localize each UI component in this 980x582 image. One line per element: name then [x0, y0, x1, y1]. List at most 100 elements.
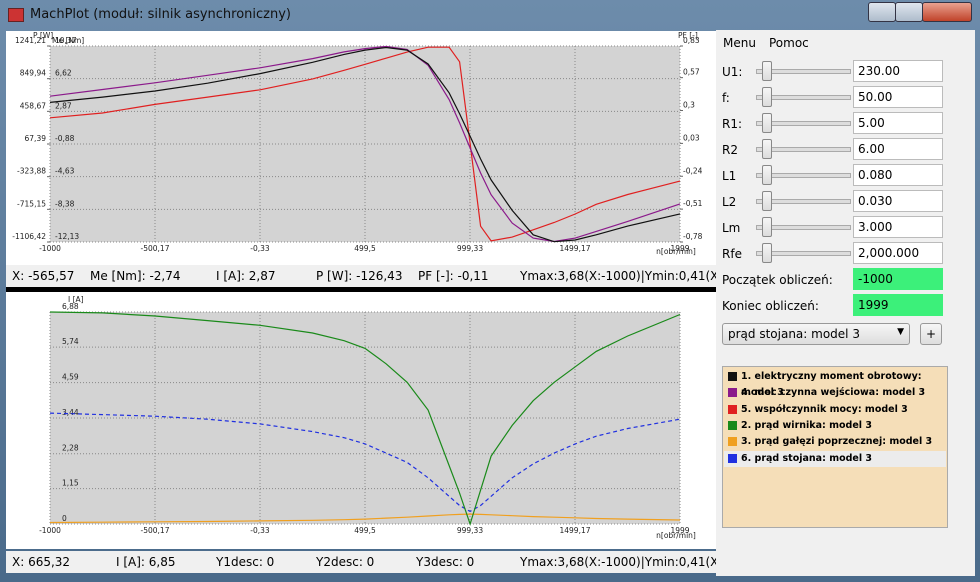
- slider-thumb[interactable]: [762, 61, 772, 81]
- param-input[interactable]: 0.080: [853, 164, 943, 186]
- slider-thumb[interactable]: [762, 113, 772, 133]
- series-line: [49, 513, 681, 524]
- legend-swatch: [728, 404, 737, 414]
- minimize-button[interactable]: [868, 2, 896, 22]
- y-tick-label: -0,24: [683, 166, 703, 175]
- status-text: X: -565,57: [12, 269, 75, 283]
- x-tick-label: -1000: [39, 526, 61, 535]
- y-tick-label: -12,13: [55, 232, 79, 241]
- legend-label: 3. prąd gałęzi poprzecznej: model 3: [741, 436, 933, 448]
- param-label: L2: [722, 195, 737, 209]
- status-text: Y1desc: 0: [216, 555, 275, 569]
- series-line: [49, 311, 681, 526]
- param-input[interactable]: 50.00: [853, 86, 943, 108]
- menu-item[interactable]: Pomoc: [769, 36, 809, 50]
- param-input[interactable]: 6.00: [853, 138, 943, 160]
- param-input[interactable]: 5.00: [853, 112, 943, 134]
- slider-track: [756, 147, 851, 152]
- slider-track: [756, 95, 851, 100]
- x-tick-label: 999,33: [457, 244, 483, 253]
- param-input[interactable]: 2,000.000: [853, 242, 943, 264]
- legend-item[interactable]: 4. moc czynna wejściowa: model 3: [724, 385, 946, 401]
- slider-track: [756, 121, 851, 126]
- menu-item[interactable]: Menu: [723, 36, 756, 50]
- y-tick-label: 67,39: [25, 134, 47, 143]
- status-text: Y3desc: 0: [416, 555, 475, 569]
- series-line: [49, 45, 681, 243]
- slider-thumb[interactable]: [762, 87, 772, 107]
- status-text: Ymax:3,68(X:-1000)|Ymin:0,41(X:1016: [520, 555, 716, 569]
- y-tick-label: 2,87: [55, 101, 72, 110]
- close-button[interactable]: [922, 2, 972, 22]
- slider-thumb[interactable]: [762, 139, 772, 159]
- legend-swatch: [728, 388, 737, 398]
- y-tick-label: 849,94: [20, 69, 46, 78]
- y-tick-label: 0,3: [683, 101, 695, 110]
- legend-item[interactable]: 6. prąd stojana: model 3: [724, 450, 946, 467]
- slider-thumb[interactable]: [762, 217, 772, 237]
- y-tick-label: -4,63: [55, 167, 75, 176]
- legend-item[interactable]: 5. współczynnik mocy: model 3: [724, 402, 946, 418]
- y-tick-label: 0,03: [683, 133, 700, 142]
- param-label: U1:: [722, 65, 743, 79]
- y-tick-label: -323,88: [17, 167, 46, 176]
- start-input[interactable]: -1000: [853, 268, 943, 290]
- control-panel: Menu Pomoc U1: 230.00 f: 50.00 R1: 5.00 R2 6.00…: [716, 30, 975, 576]
- x-tick-label: -0,33: [250, 526, 270, 535]
- y-tick-label: 1241,21: [15, 36, 46, 45]
- x-tick-label: -1000: [39, 244, 61, 253]
- y-axis-title: P [W]: [33, 31, 53, 40]
- y-tick-label: 458,67: [20, 101, 46, 110]
- add-button[interactable]: +: [920, 323, 942, 345]
- status-text: Ymax:3,68(X:-1000)|Ymin:0,41(X:1016: [520, 269, 716, 283]
- legend-item[interactable]: 3. prąd gałęzi poprzecznej: model 3: [724, 434, 946, 450]
- legend-item[interactable]: 1. elektryczny moment obrotowy: model 3: [724, 369, 946, 398]
- y-tick-label: 1,15: [62, 479, 79, 488]
- y-tick-label: -0,78: [683, 232, 703, 241]
- x-tick-label: -0,33: [250, 244, 270, 253]
- series-line: [49, 46, 681, 242]
- charts: -1000 -500,17 -0,33 499,5 999,33 1499,17 1999n…: [6, 31, 716, 549]
- status-bar: X: -565,57 Me [Nm]: -2,74 I [A]: 2,87 P [W]…: [6, 265, 716, 287]
- slider-thumb[interactable]: [762, 191, 772, 211]
- x-tick-label: 999,33: [457, 526, 483, 535]
- param-label: L1: [722, 169, 737, 183]
- y-tick-label: 10,37: [55, 36, 77, 45]
- param-input[interactable]: 3.000: [853, 216, 943, 238]
- y-tick-label: -8,38: [55, 199, 75, 208]
- label: Koniec obliczeń:: [722, 299, 819, 313]
- status-text: I [A]: 2,87: [216, 269, 276, 283]
- dropdown-arrow: ▼: [897, 327, 904, 337]
- dropdown[interactable]: prąd stojana: model 3 ▼: [722, 323, 910, 345]
- series-line: [49, 46, 681, 243]
- legend-swatch: [728, 372, 737, 381]
- slider-track: [756, 225, 851, 230]
- legend-item[interactable]: 2. prąd wirnika: model 3: [724, 418, 946, 434]
- slider-thumb[interactable]: [762, 243, 772, 263]
- series-line: [49, 412, 681, 513]
- status-text: P [W]: -126,43: [316, 269, 403, 283]
- window-title: MachPlot (moduł: silnik asynchroniczny): [30, 7, 291, 22]
- status-text: I [A]: 6,85: [116, 555, 176, 569]
- label: Początek obliczeń:: [722, 273, 833, 287]
- end-input[interactable]: 1999: [853, 294, 943, 316]
- y-tick-label: 6,62: [55, 69, 72, 78]
- slider-track: [756, 69, 851, 74]
- slider-track: [756, 199, 851, 204]
- param-input[interactable]: 230.00: [853, 60, 943, 82]
- x-axis-title: n[obr/min]: [656, 247, 696, 256]
- param-label: f:: [722, 91, 730, 105]
- slider-track: [756, 173, 851, 178]
- status-text: PF [-]: -0,11: [418, 269, 489, 283]
- maximize-button[interactable]: [895, 2, 923, 22]
- slider-thumb[interactable]: [762, 165, 772, 185]
- x-axis-title: n[obr/min]: [656, 531, 696, 540]
- param-input[interactable]: 0.030: [853, 190, 943, 212]
- y-tick-label: -1106,42: [12, 232, 46, 241]
- legend-label: 2. prąd wirnika: model 3: [741, 419, 872, 431]
- splitter[interactable]: [6, 287, 716, 292]
- param-label: Rfe: [722, 247, 742, 261]
